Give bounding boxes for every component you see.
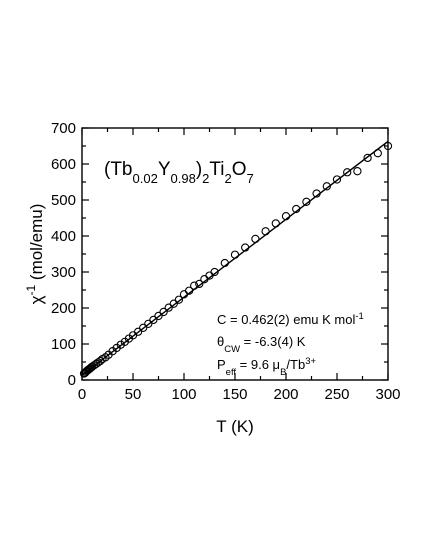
data-point [184, 286, 194, 295]
compound-formula: (Tb0.02Y0.98)2Ti2O7 [104, 159, 254, 186]
axis-ticks [81, 127, 389, 381]
data-point [261, 227, 270, 236]
data-point [144, 319, 153, 328]
data-point [281, 212, 291, 221]
y-tick-label: 600 [51, 156, 76, 173]
x-tick-label: 100 [171, 386, 196, 403]
data-point [302, 197, 311, 206]
data-point [292, 204, 301, 214]
data-point [230, 250, 240, 259]
data-point [195, 279, 204, 289]
fit-parameter-text: θCW = -6.3(4) K [217, 334, 306, 355]
data-point [159, 307, 168, 317]
y-axis-title: χ-1 (mol/emu) [24, 204, 46, 305]
data-point [373, 149, 382, 158]
x-axis-title: T (K) [216, 417, 253, 436]
data-point [149, 315, 158, 325]
y-tick-label: 300 [51, 264, 76, 281]
y-tick-label: 200 [51, 300, 76, 317]
fit-parameters: C = 0.462(2) emu K mol-1 θCW = -6.3(4) KP… [217, 311, 364, 378]
x-tick-label: 50 [125, 386, 142, 403]
data-point [169, 299, 178, 308]
data-point [353, 167, 362, 176]
y-tick-label: 0 [68, 372, 76, 389]
data-point [164, 303, 173, 312]
data-point [154, 311, 163, 321]
data-markers [79, 141, 393, 378]
data-point [220, 258, 229, 268]
fit-parameter-text: Peff = 9.6 μB/Tb3+ [217, 356, 316, 378]
x-tick-label: 200 [273, 386, 298, 403]
data-point [190, 281, 199, 290]
x-tick-label: 250 [324, 386, 349, 403]
data-point [343, 168, 352, 177]
x-tick-label: 300 [375, 386, 400, 403]
data-point [174, 295, 184, 304]
data-point [251, 234, 260, 244]
data-point [363, 153, 372, 163]
y-tick-label: 500 [51, 192, 76, 209]
data-point [271, 219, 280, 228]
fit-parameter-text: C = 0.462(2) emu K mol-1 [217, 311, 364, 328]
x-tick-label: 0 [78, 386, 86, 403]
data-point [383, 141, 393, 151]
data-point [312, 189, 321, 198]
data-point [322, 182, 331, 191]
y-tick-label: 700 [51, 120, 76, 137]
x-tick-label: 150 [222, 386, 247, 403]
tick-labels: 0 50 100 150 200 250 300 0 100 200 300 400 500 600 700 [51, 120, 401, 403]
y-tick-label: 400 [51, 228, 76, 245]
data-point [139, 323, 148, 332]
data-point [241, 243, 250, 252]
y-tick-label: 100 [51, 336, 76, 353]
data-point [332, 175, 342, 184]
data-point [210, 267, 219, 277]
data-point [133, 327, 143, 336]
